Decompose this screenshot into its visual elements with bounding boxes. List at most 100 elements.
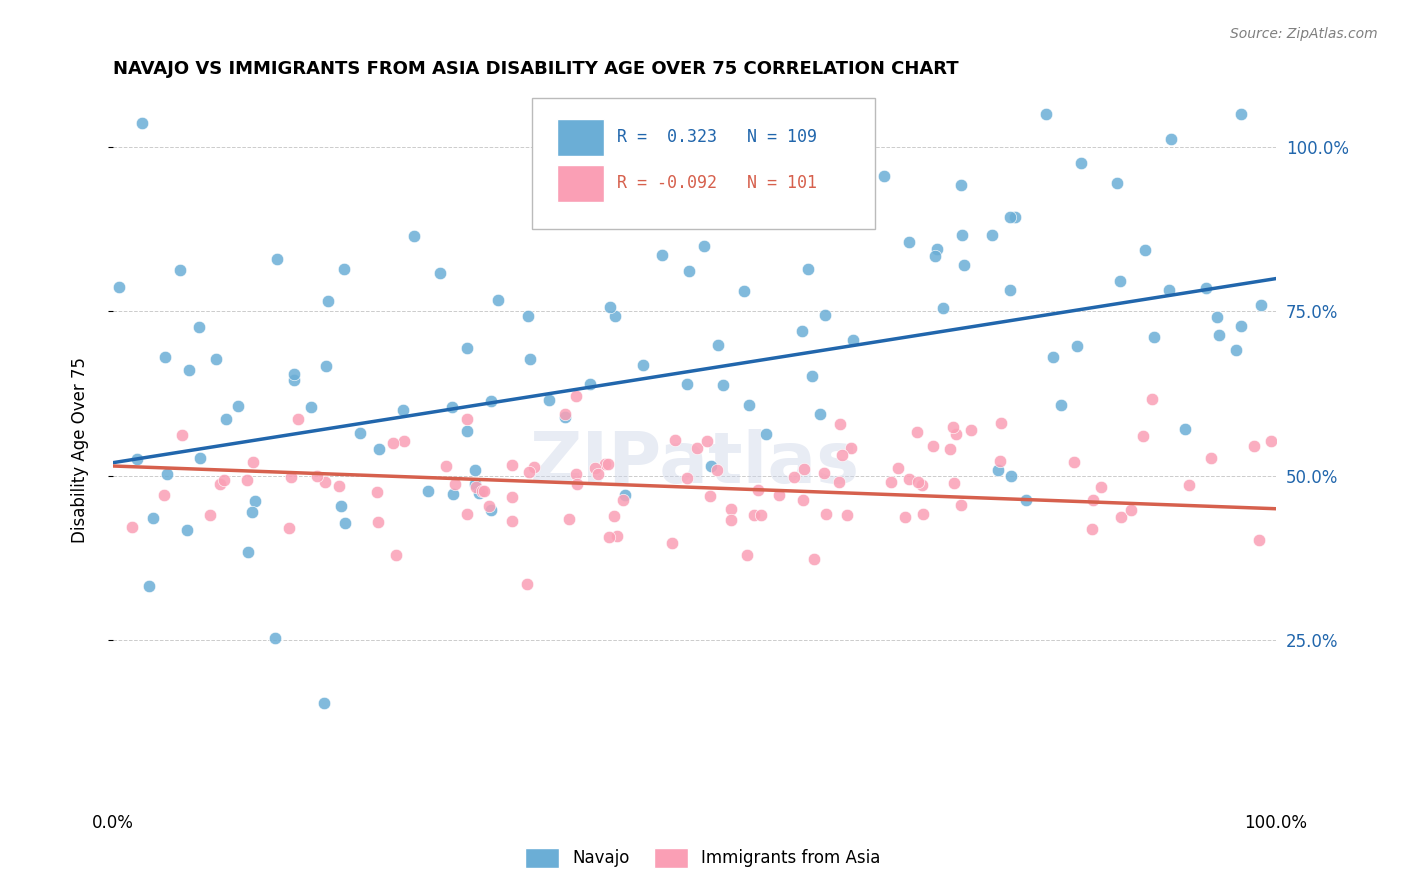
Point: [987, 463, 1010, 477]
Point: [831, 449, 853, 463]
Point: [960, 423, 983, 437]
Point: [813, 467, 835, 481]
Point: [980, 227, 1002, 242]
Point: [931, 301, 953, 315]
Point: [1004, 210, 1026, 224]
Point: [1132, 429, 1154, 443]
Point: [925, 243, 948, 257]
Point: [169, 263, 191, 277]
Point: [813, 309, 835, 323]
Point: [1050, 399, 1073, 413]
Point: [949, 498, 972, 512]
Point: [316, 294, 339, 309]
Point: [1178, 478, 1201, 492]
Point: [593, 457, 616, 471]
Point: [131, 116, 153, 130]
Point: [1250, 298, 1272, 312]
Point: [314, 696, 336, 710]
Point: [907, 425, 929, 440]
Point: [242, 455, 264, 469]
Point: [907, 475, 929, 490]
Point: [108, 279, 131, 293]
Point: [471, 484, 494, 499]
Point: [501, 514, 523, 528]
Point: [429, 266, 451, 280]
Point: [835, 508, 858, 523]
Point: [579, 377, 602, 392]
Point: [827, 182, 849, 196]
Point: [305, 469, 328, 483]
Point: [598, 457, 620, 471]
Legend: Navajo, Immigrants from Asia: Navajo, Immigrants from Asia: [519, 841, 887, 875]
Point: [1090, 480, 1112, 494]
Point: [1174, 422, 1197, 436]
Point: [368, 442, 391, 456]
Point: [711, 378, 734, 392]
Point: [707, 338, 730, 352]
Point: [125, 451, 148, 466]
Point: [228, 399, 250, 413]
Point: [613, 487, 636, 501]
Point: [418, 483, 440, 498]
Point: [880, 475, 903, 489]
Point: [204, 352, 226, 367]
Point: [1243, 439, 1265, 453]
Point: [172, 428, 194, 442]
Point: [790, 324, 813, 338]
Point: [142, 510, 165, 524]
Point: [733, 284, 755, 298]
Point: [942, 420, 965, 434]
Point: [998, 283, 1021, 297]
Point: [456, 424, 478, 438]
Point: [1081, 492, 1104, 507]
Point: [472, 484, 495, 499]
Point: [188, 450, 211, 465]
Point: [328, 479, 350, 493]
Point: [1195, 281, 1218, 295]
Point: [664, 433, 686, 447]
Point: [176, 523, 198, 537]
Point: [583, 461, 606, 475]
Point: [477, 499, 499, 513]
Point: [198, 508, 221, 523]
FancyBboxPatch shape: [557, 165, 603, 202]
Point: [1070, 156, 1092, 170]
Point: [1157, 283, 1180, 297]
Point: [554, 408, 576, 422]
Point: [280, 470, 302, 484]
Point: [333, 262, 356, 277]
Point: [565, 467, 588, 481]
Point: [842, 333, 865, 347]
Point: [1249, 533, 1271, 548]
Point: [1063, 455, 1085, 469]
Point: [676, 471, 699, 485]
Point: [827, 475, 849, 489]
Point: [1042, 350, 1064, 364]
Point: [998, 210, 1021, 224]
Point: [612, 493, 634, 508]
Point: [121, 519, 143, 533]
Point: [501, 491, 523, 505]
Point: [990, 417, 1012, 431]
Point: [1260, 434, 1282, 449]
Point: [188, 319, 211, 334]
Point: [792, 493, 814, 508]
Point: [1105, 177, 1128, 191]
Point: [156, 467, 179, 482]
Point: [911, 478, 934, 492]
Point: [366, 485, 388, 500]
Point: [1000, 469, 1022, 483]
Point: [801, 368, 824, 383]
Point: [749, 508, 772, 522]
Point: [392, 403, 415, 417]
Point: [678, 263, 700, 277]
Point: [922, 439, 945, 453]
Point: [314, 475, 336, 489]
Text: NAVAJO VS IMMIGRANTS FROM ASIA DISABILITY AGE OVER 75 CORRELATION CHART: NAVAJO VS IMMIGRANTS FROM ASIA DISABILIT…: [112, 60, 959, 78]
Point: [897, 235, 920, 250]
Point: [1121, 503, 1143, 517]
Point: [287, 411, 309, 425]
Point: [599, 301, 621, 315]
Text: ZIPatlas: ZIPatlas: [530, 429, 859, 499]
Point: [277, 521, 299, 535]
